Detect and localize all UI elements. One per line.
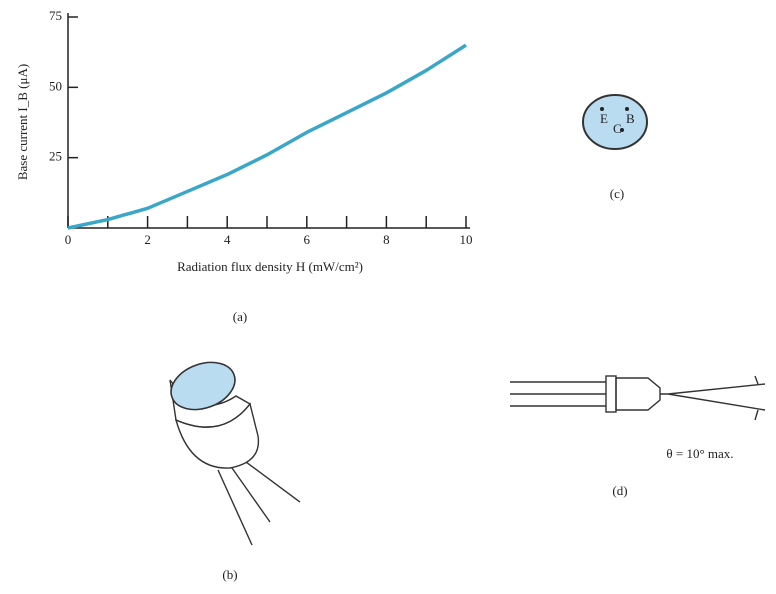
caption: (b) — [222, 567, 237, 582]
pin-label: E — [600, 111, 608, 126]
y-tick-label: 75 — [49, 8, 62, 23]
caption: (c) — [610, 186, 624, 201]
x-tick-label: 2 — [144, 232, 151, 247]
pin-view — [582, 94, 648, 150]
transistor-drawing — [169, 361, 301, 546]
caption: (d) — [612, 483, 627, 498]
pin-label: B — [626, 111, 635, 126]
data-line — [67, 43, 467, 230]
pin-label: C — [613, 121, 622, 136]
y-tick-label: 25 — [49, 149, 62, 164]
x-tick-label: 4 — [224, 232, 231, 247]
x-tick-label: 0 — [65, 232, 72, 247]
side-view-drawing — [510, 375, 766, 421]
x-tick-label: 6 — [304, 232, 311, 247]
pin — [600, 107, 604, 111]
y-axis-label: Base current I_B (μA) — [15, 64, 30, 180]
pin — [625, 107, 629, 111]
annotation: θ = 10° max. — [666, 446, 733, 461]
caption: (a) — [233, 309, 247, 324]
x-axis-label: Radiation flux density H (mW/cm²) — [177, 259, 363, 274]
pin — [620, 128, 624, 132]
x-tick-label: 8 — [383, 232, 390, 247]
y-tick-label: 50 — [49, 78, 62, 93]
x-tick-label: 10 — [460, 232, 473, 247]
